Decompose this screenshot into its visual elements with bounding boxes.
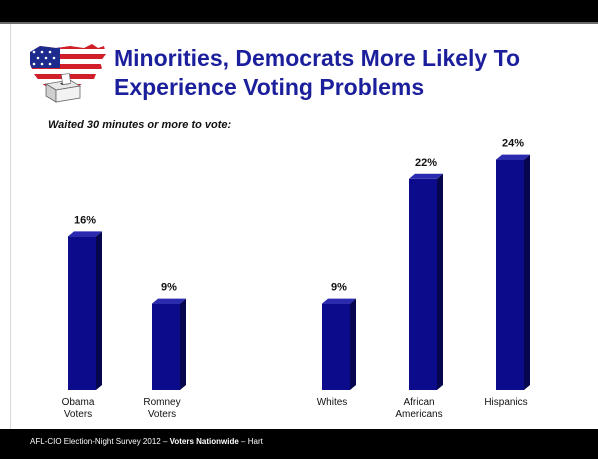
category-label-1-line-0: Romney: [143, 397, 180, 408]
bar-side-4: [524, 154, 530, 390]
chart-subtitle: Waited 30 minutes or more to vote:: [48, 119, 232, 131]
category-label-0: Obama Voters: [62, 397, 95, 420]
category-label-4-line-0: Hispanics: [484, 397, 527, 408]
slide-title: Minorities, Democrats More Likely To Exp…: [114, 44, 592, 102]
bar-side-3: [437, 173, 443, 390]
category-label-3-line-1: Americans: [395, 409, 442, 420]
bar-top-4: [496, 154, 530, 160]
bar-0: [68, 236, 96, 390]
bar-4: [496, 159, 524, 390]
category-label-2: Whites: [317, 397, 348, 408]
category-label-1: Romney Voters: [143, 397, 180, 420]
category-label-4: Hispanics: [484, 397, 527, 408]
footer-text: AFL-CIO Election-Night Survey 2012 – Vot…: [30, 437, 263, 446]
footer-bar: [0, 429, 598, 459]
bar-side-2: [350, 298, 356, 390]
bar-value-label-2: 9%: [331, 282, 347, 294]
top-bar-edge: [0, 22, 598, 24]
category-label-1-line-1: Voters: [148, 409, 176, 420]
bar-value-label-1: 9%: [161, 282, 177, 294]
us-map-ballot-box-icon: [30, 44, 106, 103]
category-label-0-line-1: Voters: [64, 409, 92, 420]
bar-1: [152, 303, 180, 390]
category-label-3-line-0: African: [403, 397, 434, 408]
bar-top-3: [409, 173, 443, 179]
footer-emphasis: Voters Nationwide: [169, 437, 239, 446]
bar-value-label-3: 22%: [415, 157, 437, 169]
bar-side-0: [96, 231, 102, 390]
bar-top-0: [68, 231, 102, 237]
bar-side-1: [180, 298, 186, 390]
bar-value-label-4: 24%: [502, 138, 524, 150]
bar-3: [409, 178, 437, 390]
footer-source: AFL-CIO Election-Night Survey 2012 –: [30, 437, 170, 446]
category-label-3: African Americans: [395, 397, 442, 420]
top-bar: [0, 0, 598, 22]
category-label-0-line-0: Obama: [62, 397, 95, 408]
category-label-2-line-0: Whites: [317, 397, 348, 408]
bar-value-label-0: 16%: [74, 214, 96, 226]
title-line-2: Experience Voting Problems: [114, 74, 425, 100]
bar-top-2: [322, 298, 356, 304]
bar-top-1: [152, 298, 186, 304]
title-line-1: Minorities, Democrats More Likely To: [114, 45, 521, 71]
footer-suffix: – Hart: [238, 437, 263, 446]
bar-2: [322, 303, 350, 390]
